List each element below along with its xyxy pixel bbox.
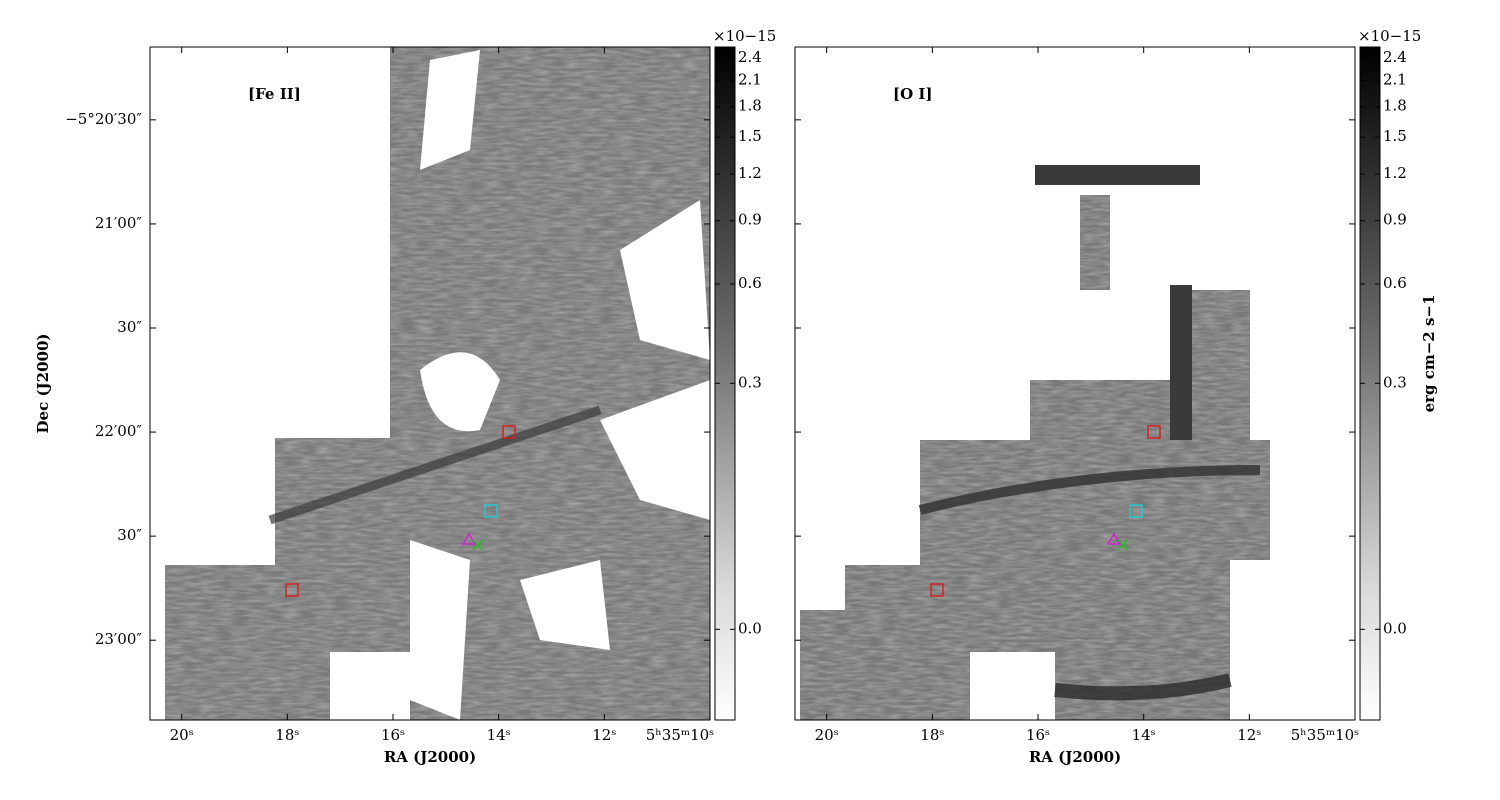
panel-title: [O I] (893, 85, 933, 103)
colorbar-tick-label: 0.9 (1383, 211, 1407, 229)
axes-frame (149, 46, 711, 721)
colorbar-tick-label: 0.9 (738, 211, 762, 229)
colorbar-tick-label: 0.6 (738, 274, 762, 292)
panel-title: [Fe II] (248, 85, 301, 103)
x-tick-label: 20ˢ (170, 726, 194, 744)
colorbar-tick-label: 2.4 (1383, 48, 1407, 66)
colorbar-tick-label: 0.3 (738, 373, 762, 391)
colorbar-tick-label: 0.6 (1383, 274, 1407, 292)
y-tick-label: 30″ (117, 526, 142, 544)
colorbar-tick-label: 0.0 (738, 619, 762, 637)
colorbar-tick-label: 2.1 (738, 71, 762, 89)
axes-frame (794, 46, 1356, 721)
emission-map (800, 165, 1270, 720)
x-tick-label: 18ˢ (275, 726, 299, 744)
y-tick-label: 30″ (117, 318, 142, 336)
x-tick-label: 14ˢ (1132, 726, 1156, 744)
colorbar-tick-label: 0.3 (1383, 373, 1407, 391)
x-axis-label: RA (J2000) (1029, 748, 1121, 766)
emission-map (165, 47, 710, 720)
colorbar-tick-label: 1.5 (738, 127, 762, 145)
colorbar-tick-label: 1.8 (1383, 97, 1407, 115)
y-axis-label: Dec (J2000) (34, 334, 52, 434)
x-tick-label: 5ʰ35ᵐ10ˢ (1291, 726, 1359, 744)
x-tick-label: 5ʰ35ᵐ10ˢ (646, 726, 714, 744)
colorbar-tick-label: 1.2 (1383, 164, 1407, 182)
colorbar-tick-label: 2.1 (1383, 71, 1407, 89)
y-tick-label: 21′00″ (95, 214, 143, 232)
colorbar-tick-label: 0.0 (1383, 619, 1407, 637)
colorbar-label: erg cm−2 s−1 (1420, 295, 1438, 413)
x-tick-label: 14ˢ (487, 726, 511, 744)
x-tick-label: 18ˢ (920, 726, 944, 744)
x-tick-label: 20ˢ (815, 726, 839, 744)
colorbar-tick-label: 2.4 (738, 48, 762, 66)
source-markers (285, 425, 1161, 597)
y-tick-label: 23′00″ (95, 630, 143, 648)
colorbar-exponent: ×10−15 (713, 27, 776, 45)
colorbar-exponent: ×10−15 (1358, 27, 1421, 45)
x-axis-label: RA (J2000) (384, 748, 476, 766)
x-tick-label: 12ˢ (1237, 726, 1261, 744)
y-tick-label: 22′00″ (95, 422, 143, 440)
x-tick-label: 16ˢ (1026, 726, 1050, 744)
colorbar-tick-label: 1.8 (738, 97, 762, 115)
y-tick-label: −5°20′30″ (65, 110, 142, 128)
colorbar-tick-label: 1.5 (1383, 127, 1407, 145)
x-tick-label: 12ˢ (592, 726, 616, 744)
x-tick-label: 16ˢ (381, 726, 405, 744)
colorbar-tick-label: 1.2 (738, 164, 762, 182)
